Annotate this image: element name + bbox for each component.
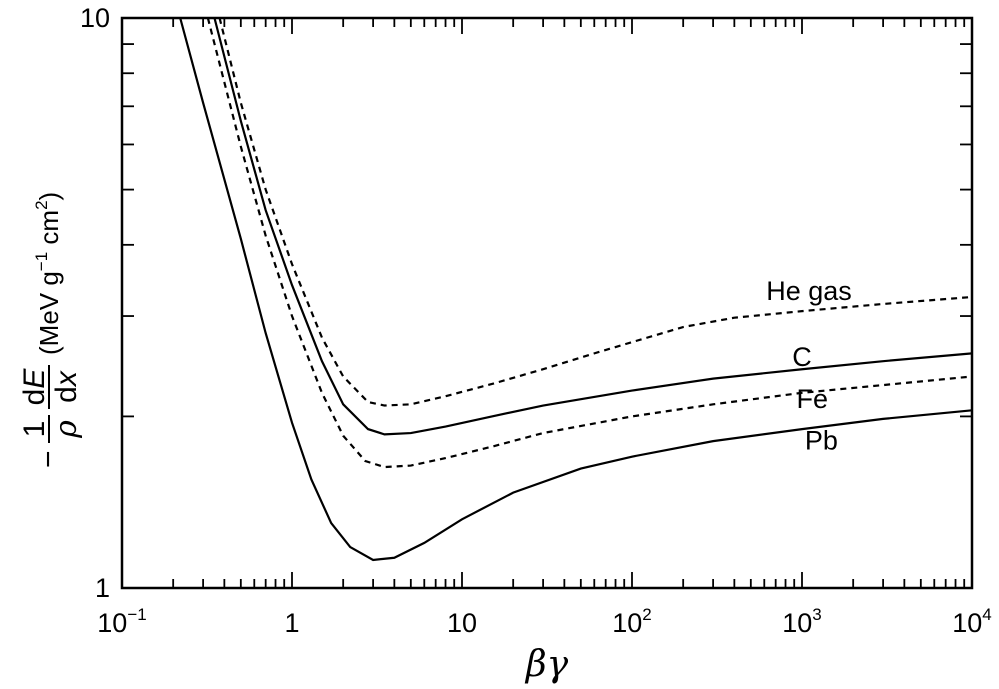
x-tick-label: 103 [782,605,822,638]
curves [179,17,973,562]
series-label: He gas [766,276,852,306]
y-label-units: (MeV g−1 cm2) [32,192,64,355]
y-label-e: E [18,368,51,389]
series-labels: He gas C Fe Pb [766,276,852,455]
series-label: Pb [805,425,838,455]
y-label-frac1-den: ρ [49,420,84,439]
series-line [213,17,973,436]
x-tick-label: 10−1 [97,605,146,638]
x-tick-label: 1 [284,608,299,638]
y-tick-label: 10 [80,3,110,33]
y-label-d1: d [18,389,51,406]
y-units-exp2: 2 [32,200,51,209]
y-label-minus: − [32,450,65,468]
series-line [206,17,973,469]
x-label-beta: β [524,644,547,685]
x-tick-label: 104 [952,605,992,638]
y-label-frac1-num: 1 [18,421,51,438]
y-tick-label: 1 [95,573,110,603]
x-label-gamma: γ [547,644,569,685]
y-label-d2: d [50,386,83,403]
y-label-x: x [50,370,83,388]
series-line [218,17,973,407]
ticks [121,18,972,588]
y-units-open: (MeV g [34,271,64,355]
y-axis-label: − 1 ρ dE dx (MeV g−1 cm2) [18,192,84,468]
x-axis-label: βγ [524,644,569,685]
series-label: Fe [797,384,829,414]
plot-frame [120,16,974,590]
y-label-frac2-den: dx [50,370,83,403]
y-units-exp1: −1 [32,252,51,271]
y-label-frac2-num: dE [18,368,51,406]
y-units-close: ) [34,192,64,201]
series-line [179,17,973,562]
x-tick-label: 102 [612,605,652,638]
y-units-mid: cm [34,210,64,252]
series-label: C [792,342,812,372]
x-tick-label: 10 [447,608,477,638]
